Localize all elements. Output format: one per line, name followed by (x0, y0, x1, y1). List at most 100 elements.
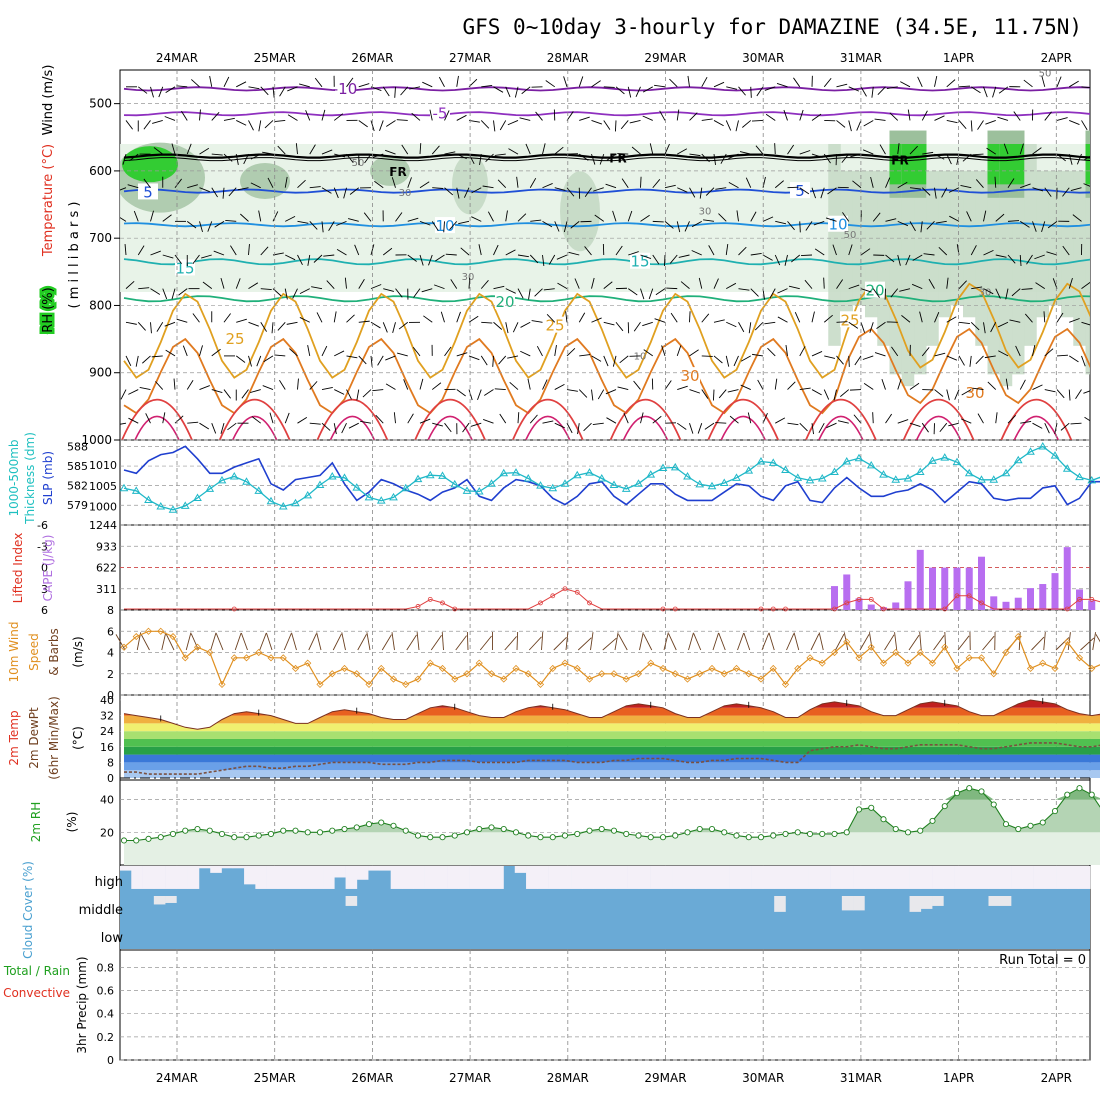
rh-label: 50 (352, 158, 365, 169)
wind-barb (398, 321, 409, 330)
wind-barb (484, 389, 494, 396)
wind-barb (520, 350, 531, 357)
rh-column (975, 170, 988, 346)
wind-barb (713, 355, 723, 364)
wind-barb (635, 86, 641, 98)
rh-marker (218, 830, 226, 837)
rh-tick-label: 40 (100, 794, 114, 807)
wind-barb (520, 321, 531, 328)
wind-barb (435, 254, 445, 262)
wind-speed-marker (720, 670, 728, 678)
wind-barb (615, 321, 624, 332)
rh-marker (463, 829, 471, 836)
rh-marker (831, 830, 838, 837)
isotherm-label-bg (840, 311, 860, 328)
upper-air-unit-label: ( m i l l i b a r s ) (67, 202, 82, 309)
wind-barb (260, 288, 272, 291)
wind-barb (456, 75, 459, 87)
isotherm-hotter (818, 415, 864, 440)
wind-barb (162, 288, 168, 300)
wind-barb (309, 186, 321, 189)
cloud-high-gap (526, 866, 538, 889)
wind-barb (606, 153, 617, 161)
wind-barb (137, 86, 148, 94)
wind-barb (935, 220, 947, 224)
wind-barb (192, 254, 200, 265)
rh-marker (806, 830, 814, 837)
wind-barb (419, 254, 424, 266)
slp-label: SLP (mb) (41, 451, 55, 505)
wind-barb (1069, 355, 1079, 363)
wind-barb (725, 120, 732, 131)
thickness-frame (119, 439, 1091, 526)
cape-bar (867, 604, 875, 610)
wind-barb (341, 422, 347, 434)
wind-barb (546, 314, 556, 323)
cloud-high-gap (198, 866, 211, 869)
rh-column-green (1085, 144, 1090, 185)
wind-barb (689, 423, 694, 434)
rh-marker (892, 825, 899, 833)
wind-barb (670, 312, 678, 323)
rh-column (1036, 170, 1049, 318)
wind-barb (127, 184, 139, 189)
wind-barb (909, 422, 921, 428)
wind-barb (603, 281, 613, 289)
wind-barb (211, 111, 220, 121)
wind-barb (321, 422, 331, 431)
cape-bar (1039, 584, 1047, 610)
wind-barb (676, 109, 680, 121)
lifted-index-marker (966, 593, 972, 599)
cloud-high-gap (480, 866, 493, 889)
wind-barb (917, 76, 923, 88)
wind-barb (1054, 423, 1058, 435)
rh-column (877, 170, 890, 346)
wind-barb (251, 416, 262, 424)
isotherm-hotter (720, 415, 766, 440)
thickness-marker (830, 467, 839, 475)
wind-barb (395, 212, 403, 222)
thickness-marker (425, 470, 435, 479)
wind-barb (150, 322, 152, 334)
wind-barb (836, 355, 844, 365)
wind-barb (762, 254, 773, 261)
lifted-index-marker (856, 596, 862, 602)
wind-barb (1081, 355, 1086, 367)
surface-wind-barb (140, 633, 150, 651)
wind-barb (897, 378, 902, 390)
surface-wind-barb (643, 633, 653, 651)
date-label-bottom: 31MAR (840, 1071, 882, 1085)
thickness-tick-label: 585 (67, 460, 88, 473)
wind-barb (960, 418, 972, 424)
cloud-mid-gap (841, 896, 854, 911)
wind-barb (164, 321, 176, 327)
wind-barb (874, 352, 886, 357)
lifted-index-marker (452, 606, 458, 612)
thickness-marker (229, 472, 239, 480)
wind-barb (458, 220, 470, 225)
wind-speed-marker (1026, 664, 1035, 673)
wind-barb (153, 147, 164, 155)
thickness-marker (695, 479, 705, 488)
wind-barb (934, 115, 945, 121)
thickness-marker (352, 483, 362, 491)
wind-speed-marker (414, 675, 422, 683)
wind-barb (1035, 282, 1045, 290)
date-label-top: 25MAR (254, 51, 296, 65)
wind-barb (432, 422, 443, 427)
wind-barb (1019, 379, 1026, 390)
wind-barb (791, 254, 801, 263)
wind-barb (983, 288, 994, 295)
cloud-high-gap (853, 866, 865, 889)
wind-barb (321, 221, 324, 233)
wind-speed-marker (242, 654, 251, 662)
wind-barb (640, 412, 644, 424)
wind-barb (481, 321, 493, 324)
cape-bar (990, 596, 998, 610)
wind-barb (468, 120, 480, 123)
wind-barb (1007, 414, 1016, 424)
wind-barb (954, 389, 960, 400)
cape-bar (1002, 601, 1010, 610)
wind-barb (174, 415, 184, 424)
wind-barb (297, 378, 299, 390)
